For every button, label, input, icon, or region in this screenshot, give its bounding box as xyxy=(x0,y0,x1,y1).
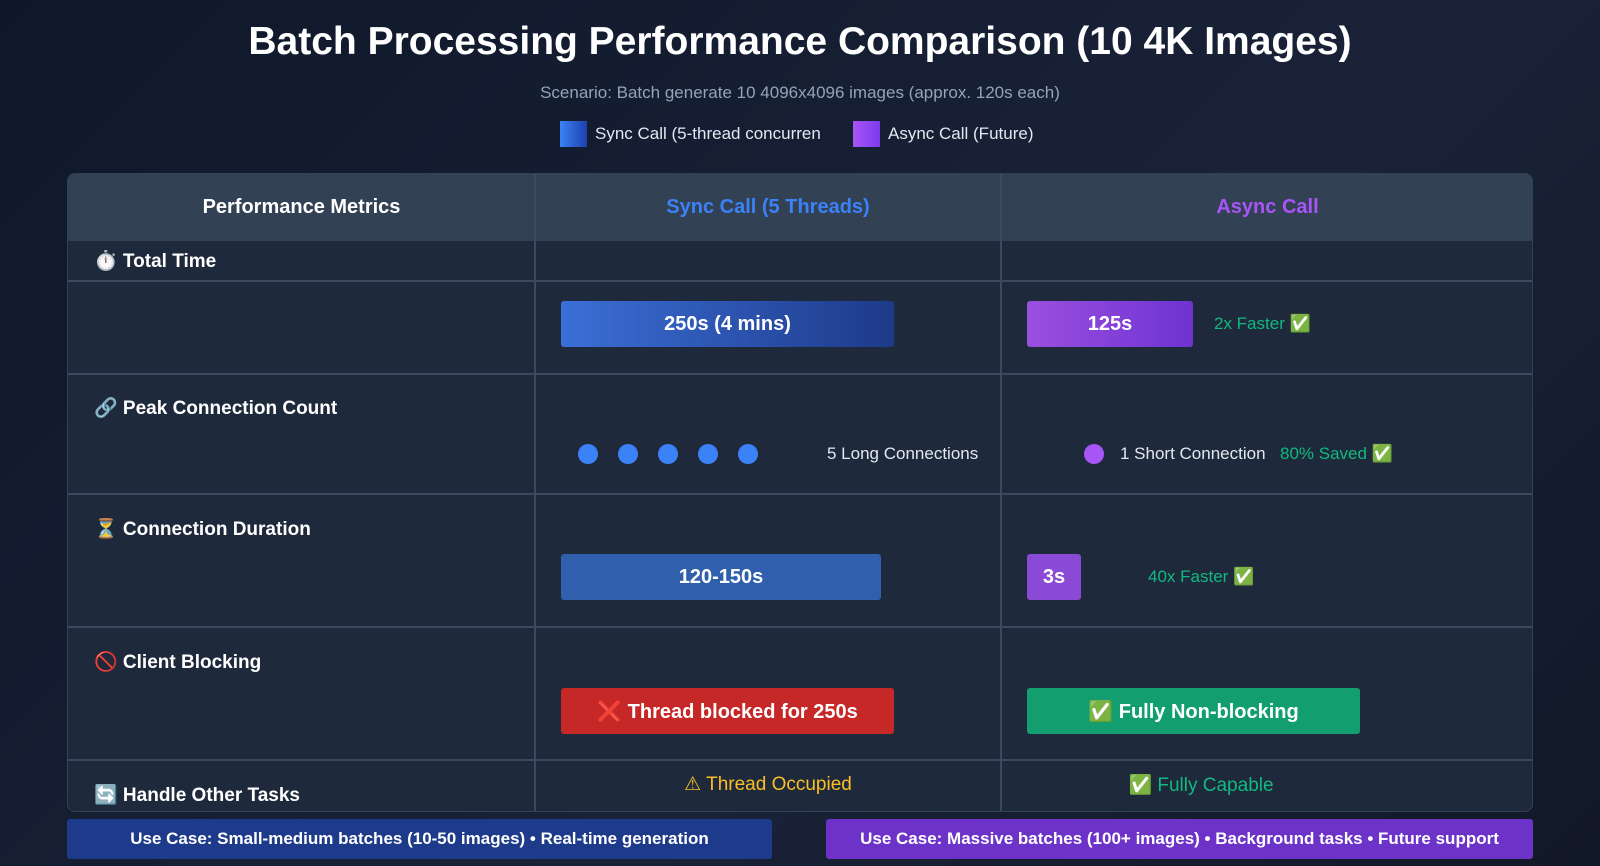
footer-sync-use-case: Use Case: Small-medium batches (10-50 im… xyxy=(67,819,772,859)
legend-sync: Sync Call (5-thread concurren xyxy=(560,121,889,147)
duration-note: 40x Faster ✅ xyxy=(1148,567,1255,586)
divider xyxy=(68,759,1532,761)
sync-other-tasks: ⚠ Thread Occupied xyxy=(684,774,852,795)
comparison-table: Performance Metrics Sync Call (5 Threads… xyxy=(67,173,1533,812)
sync-connection-dot xyxy=(738,444,758,464)
sync-connection-dot xyxy=(698,444,718,464)
row-label-blocking: 🚫 Client Blocking xyxy=(94,652,262,673)
divider xyxy=(68,280,1532,282)
table-header xyxy=(68,174,1532,241)
header-async: Async Call xyxy=(1216,196,1319,218)
legend-async: Async Call (Future) xyxy=(853,121,1033,147)
divider xyxy=(68,493,1532,495)
sync-connection-dot xyxy=(578,444,598,464)
async-connection-dot xyxy=(1084,444,1104,464)
sync-connection-dot xyxy=(618,444,638,464)
async-other-tasks: ✅ Fully Capable xyxy=(1128,775,1274,796)
sync-connections-text: 5 Long Connections xyxy=(827,444,979,463)
row-label-duration: ⏳ Connection Duration xyxy=(94,519,311,540)
sync-total-time-bar: 250s (4 mins) xyxy=(561,301,894,347)
total-time-note: 2x Faster ✅ xyxy=(1214,314,1311,333)
legend-label: Async Call (Future) xyxy=(888,124,1034,143)
sync-duration-bar: 120-150s xyxy=(561,554,881,600)
sync-blocking-badge: ❌ Thread blocked for 250s xyxy=(561,688,894,734)
row-label-connections: 🔗 Peak Connection Count xyxy=(94,398,338,419)
legend-swatch-sync xyxy=(560,121,587,147)
divider xyxy=(68,373,1532,375)
divider xyxy=(1000,174,1002,811)
footer-async-use-case: Use Case: Massive batches (100+ images) … xyxy=(826,819,1533,859)
legend-label: Sync Call (5-thread concurren xyxy=(595,124,821,143)
async-blocking-badge: ✅ Fully Non-blocking xyxy=(1027,688,1360,734)
divider xyxy=(68,626,1532,628)
sync-connection-dot xyxy=(658,444,678,464)
subtitle: Scenario: Batch generate 10 4096x4096 im… xyxy=(540,83,1060,102)
header-sync: Sync Call (5 Threads) xyxy=(666,196,870,218)
row-label-total-time: ⏱️ Total Time xyxy=(94,251,217,272)
connections-note: 80% Saved ✅ xyxy=(1280,444,1393,463)
legend-swatch-async xyxy=(853,121,880,147)
header-metrics: Performance Metrics xyxy=(202,196,401,218)
async-connections-text: 1 Short Connection xyxy=(1120,444,1266,463)
async-duration-bar: 3s xyxy=(1027,554,1081,600)
page-title: Batch Processing Performance Comparison … xyxy=(248,20,1352,63)
row-label-other-tasks: 🔄 Handle Other Tasks xyxy=(94,785,300,806)
divider xyxy=(534,174,536,811)
async-total-time-bar: 125s xyxy=(1027,301,1193,347)
